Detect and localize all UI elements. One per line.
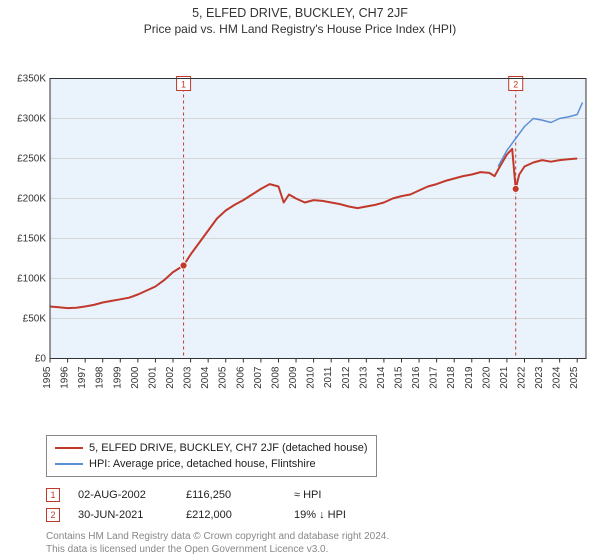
svg-text:2011: 2011 [323,366,334,388]
svg-text:2021: 2021 [499,366,510,389]
svg-text:1997: 1997 [77,366,88,389]
sale-price: £212,000 [186,509,276,521]
svg-text:£150K: £150K [17,234,46,245]
svg-text:2004: 2004 [200,366,211,389]
svg-text:£200K: £200K [17,194,46,205]
svg-text:£300K: £300K [17,114,46,125]
legend: 5, ELFED DRIVE, BUCKLEY, CH7 2JF (detach… [46,435,377,477]
svg-text:£100K: £100K [17,274,46,285]
svg-text:2002: 2002 [165,366,176,389]
svg-text:2007: 2007 [253,366,264,389]
legend-row: 5, ELFED DRIVE, BUCKLEY, CH7 2JF (detach… [55,440,368,456]
svg-text:2016: 2016 [411,366,422,389]
svg-text:2013: 2013 [358,366,369,389]
svg-text:2001: 2001 [147,366,158,389]
footer-line2: This data is licensed under the Open Gov… [46,544,592,557]
svg-text:£50K: £50K [23,314,47,325]
legend-row: HPI: Average price, detached house, Flin… [55,456,368,472]
svg-text:1: 1 [181,80,186,90]
footer-line1: Contains HM Land Registry data © Crown c… [46,531,592,544]
sale-date: 02-AUG-2002 [78,489,168,501]
svg-text:1995: 1995 [42,366,53,389]
legend-swatch [55,447,83,449]
legend-label: 5, ELFED DRIVE, BUCKLEY, CH7 2JF (detach… [89,442,368,454]
sales-table: 1 02-AUG-2002 £116,250 ≈ HPI 2 30-JUN-2021 £21… [46,485,592,525]
svg-text:2: 2 [513,80,518,90]
svg-text:2018: 2018 [446,366,457,389]
sale-row: 2 30-JUN-2021 £212,000 19% ↓ HPI [46,505,592,525]
svg-text:2006: 2006 [235,366,246,389]
sale-delta: ≈ HPI [294,489,364,501]
svg-text:£350K: £350K [17,74,46,85]
svg-text:2009: 2009 [288,366,299,389]
svg-text:2024: 2024 [552,366,563,389]
sale-delta: 19% ↓ HPI [294,509,364,521]
svg-text:2010: 2010 [306,366,317,389]
footer: Contains HM Land Registry data © Crown c… [46,531,592,556]
svg-text:2022: 2022 [516,366,527,389]
svg-text:2005: 2005 [218,366,229,389]
chart-svg: £0 £50K £100K £150K £200K £250K £300K £350K 1995… [8,42,592,429]
legend-swatch [55,463,83,465]
sale-date: 30-JUN-2021 [78,509,168,521]
svg-text:2017: 2017 [429,366,440,389]
sale-price: £116,250 [186,489,276,501]
chart-plot-area: £0 £50K £100K £150K £200K £250K £300K £350K 1995… [8,42,592,429]
svg-text:2019: 2019 [464,366,475,389]
svg-text:£0: £0 [35,354,47,365]
svg-text:2000: 2000 [130,366,141,389]
svg-text:1998: 1998 [95,366,106,389]
svg-text:2025: 2025 [569,366,580,389]
svg-text:2003: 2003 [183,366,194,389]
sale-marker-badge: 1 [46,488,60,502]
sale-row: 1 02-AUG-2002 £116,250 ≈ HPI [46,485,592,505]
sale-marker-badge: 2 [46,508,60,522]
svg-text:2012: 2012 [341,366,352,389]
legend-label: HPI: Average price, detached house, Flin… [89,458,316,470]
svg-text:2015: 2015 [393,366,404,389]
svg-text:1999: 1999 [112,366,123,389]
svg-text:2020: 2020 [481,366,492,389]
chart-container: { "title": "5, ELFED DRIVE, BUCKLEY, CH7… [0,0,600,560]
svg-text:2008: 2008 [270,366,281,389]
svg-text:1996: 1996 [60,366,71,389]
chart-subtitle: Price paid vs. HM Land Registry's House … [8,22,592,36]
svg-text:2023: 2023 [534,366,545,389]
chart-title: 5, ELFED DRIVE, BUCKLEY, CH7 2JF [8,6,592,20]
svg-text:2014: 2014 [376,366,387,389]
svg-text:£250K: £250K [17,154,46,165]
